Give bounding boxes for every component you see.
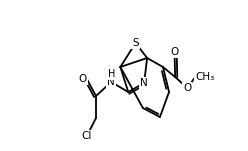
Text: Cl: Cl (82, 131, 92, 141)
Text: H: H (108, 69, 116, 79)
Text: S: S (132, 38, 139, 48)
Text: CH₃: CH₃ (195, 72, 215, 82)
Text: N: N (107, 77, 115, 87)
Text: O: O (79, 74, 87, 84)
Text: O: O (183, 83, 191, 93)
Text: N: N (140, 78, 148, 88)
Text: O: O (170, 47, 179, 57)
